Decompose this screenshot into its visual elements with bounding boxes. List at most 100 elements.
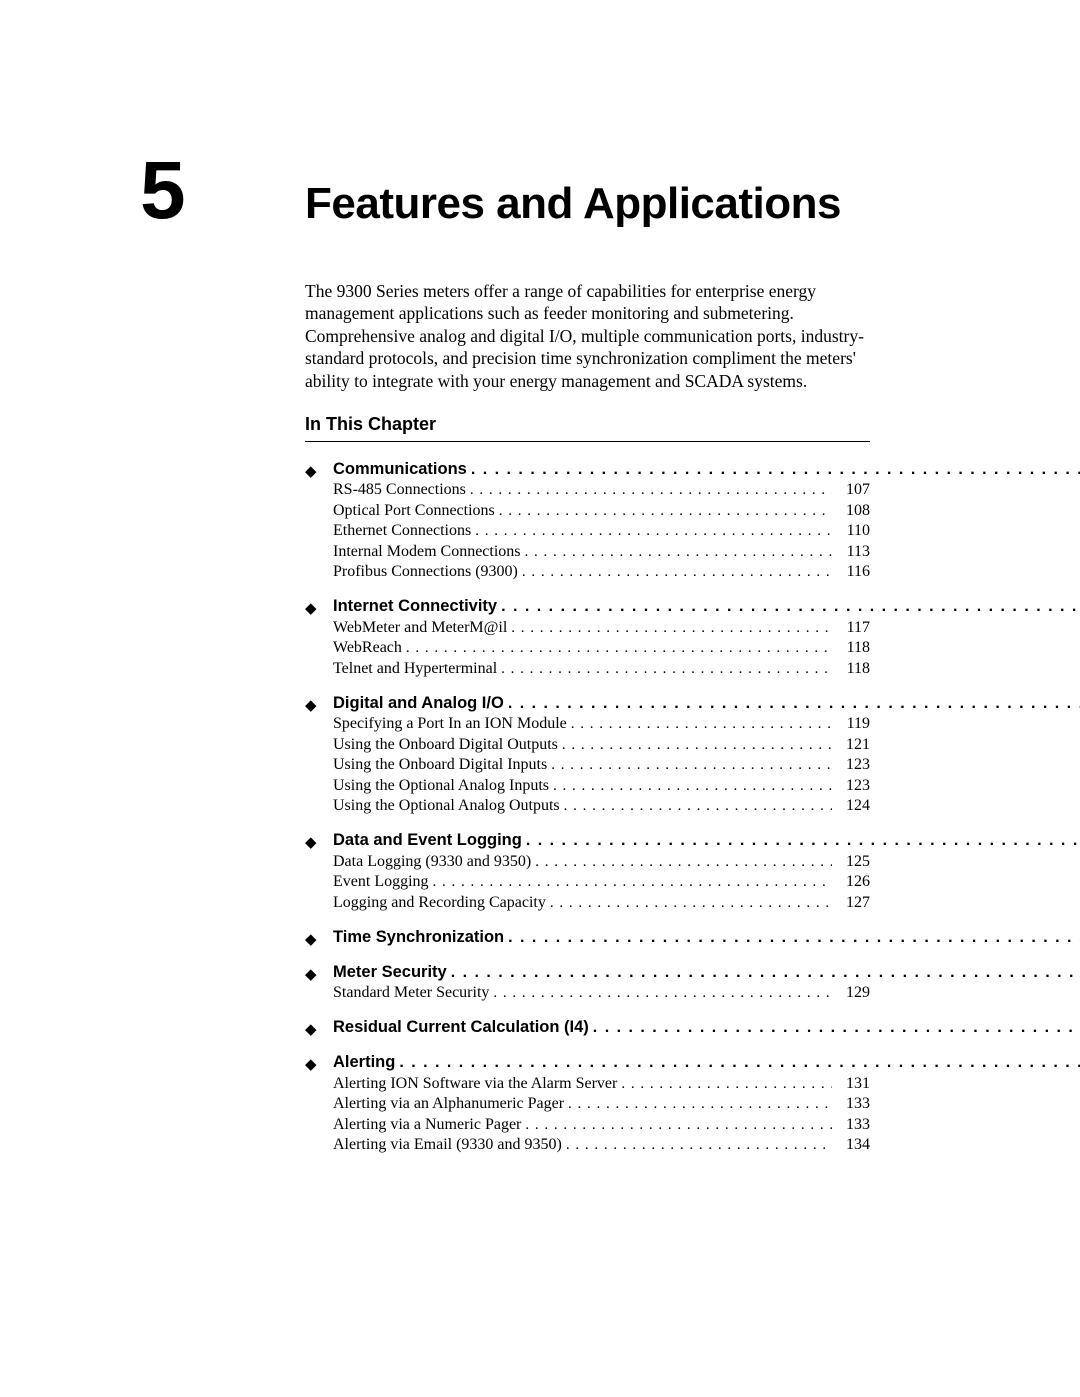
- toc-subitem-row[interactable]: Alerting via an Alphanumeric Pager 133: [333, 1095, 870, 1113]
- toc-subitem-row[interactable]: Alerting via a Numeric Pager 133: [333, 1116, 870, 1134]
- chapter-number: 5: [140, 150, 305, 232]
- toc-subitem-row[interactable]: WebMeter and MeterM@il 117: [333, 619, 870, 637]
- leader-dots: [551, 756, 832, 774]
- diamond-bullet-icon: ◆: [305, 836, 333, 851]
- leader-dots: [535, 853, 832, 871]
- toc-section-row[interactable]: Communications 106: [333, 460, 1080, 479]
- toc-subitem-row[interactable]: Ethernet Connections 110: [333, 522, 870, 540]
- toc-section-row[interactable]: Internet Connectivity 117: [333, 597, 1080, 616]
- leader-dots: [562, 736, 832, 754]
- toc-subitem-page: 107: [836, 481, 870, 499]
- toc-subitem-page: 123: [836, 756, 870, 774]
- toc-subitem-row[interactable]: Optical Port Connections 108: [333, 502, 870, 520]
- leader-dots: [526, 831, 1080, 850]
- toc-subitem-page: 110: [836, 522, 870, 540]
- leader-dots: [525, 1116, 832, 1134]
- leader-dots: [568, 1095, 832, 1113]
- toc-subitem-title: Data Logging (9330 and 9350): [333, 853, 531, 871]
- diamond-bullet-icon: ◆: [305, 1058, 333, 1073]
- toc-subitem-title: Telnet and Hyperterminal: [333, 660, 497, 678]
- toc-subitem-title: WebReach: [333, 639, 402, 657]
- toc-section-head: ◆Residual Current Calculation (I4) 130: [305, 1018, 870, 1037]
- toc-subitem-page: 117: [836, 619, 870, 637]
- toc-subitem-row[interactable]: Telnet and Hyperterminal 118: [333, 660, 870, 678]
- leader-dots: [475, 522, 832, 540]
- toc-subitem-page: 127: [836, 894, 870, 912]
- toc-subitem-row[interactable]: Alerting ION Software via the Alarm Serv…: [333, 1075, 870, 1093]
- toc-section-title: Digital and Analog I/O: [333, 694, 504, 713]
- leader-dots: [493, 984, 832, 1002]
- toc-subitem-page: 116: [836, 563, 870, 581]
- toc-subitem-page: 123: [836, 777, 870, 795]
- toc-subitem-row[interactable]: Specifying a Port In an ION Module 119: [333, 715, 870, 733]
- toc-subitem-row[interactable]: WebReach 118: [333, 639, 870, 657]
- toc-section-row[interactable]: Alerting 131: [333, 1053, 1080, 1072]
- toc-subitem-row[interactable]: Using the Optional Analog Inputs 123: [333, 777, 870, 795]
- toc-subitem-title: Logging and Recording Capacity: [333, 894, 546, 912]
- toc-subitem-page: 131: [836, 1075, 870, 1093]
- toc-subitem-title: Using the Onboard Digital Inputs: [333, 756, 547, 774]
- toc-subitem-page: 134: [836, 1136, 870, 1154]
- toc-subitem-title: Alerting ION Software via the Alarm Serv…: [333, 1075, 617, 1093]
- leader-dots: [566, 1136, 832, 1154]
- toc-section-head: ◆Communications 106: [305, 460, 870, 479]
- toc-subitem-title: Alerting via a Numeric Pager: [333, 1116, 521, 1134]
- leader-dots: [508, 694, 1080, 713]
- toc-subitem-page: 129: [836, 984, 870, 1002]
- toc-section-title: Communications: [333, 460, 467, 479]
- leader-dots: [571, 715, 832, 733]
- toc-subitem-row[interactable]: RS-485 Connections 107: [333, 481, 870, 499]
- leader-dots: [508, 928, 1080, 947]
- toc-subitem-row[interactable]: Using the Optional Analog Outputs 124: [333, 797, 870, 815]
- toc-section: ◆Residual Current Calculation (I4) 130: [305, 1018, 870, 1037]
- toc-subitem-row[interactable]: Standard Meter Security 129: [333, 984, 870, 1002]
- toc-subitem-row[interactable]: Event Logging 126: [333, 873, 870, 891]
- toc-section-row[interactable]: Digital and Analog I/O 119: [333, 694, 1080, 713]
- toc-subitem-title: Alerting via Email (9330 and 9350): [333, 1136, 562, 1154]
- toc-subitem-page: 121: [836, 736, 870, 754]
- toc-subitem-page: 125: [836, 853, 870, 871]
- toc-section-row[interactable]: Time Synchronization 128: [333, 928, 1080, 947]
- toc-subitem-title: RS-485 Connections: [333, 481, 466, 499]
- toc-subitem-row[interactable]: Using the Onboard Digital Inputs 123: [333, 756, 870, 774]
- toc-subitem-row[interactable]: Logging and Recording Capacity 127: [333, 894, 870, 912]
- diamond-bullet-icon: ◆: [305, 699, 333, 714]
- leader-dots: [499, 502, 832, 520]
- toc-section-row[interactable]: Residual Current Calculation (I4) 130: [333, 1018, 1080, 1037]
- toc-subitem-title: Using the Onboard Digital Outputs: [333, 736, 558, 754]
- toc-subitem-title: Alerting via an Alphanumeric Pager: [333, 1095, 564, 1113]
- toc-section-row[interactable]: Data and Event Logging 125: [333, 831, 1080, 850]
- toc-subitem-page: 133: [836, 1116, 870, 1134]
- toc-subitem-page: 108: [836, 502, 870, 520]
- toc-section-row[interactable]: Meter Security 129: [333, 963, 1080, 982]
- toc-subitem-title: Ethernet Connections: [333, 522, 471, 540]
- toc-subitem-title: Optical Port Connections: [333, 502, 495, 520]
- toc-section: ◆Internet Connectivity 117WebMeter and M…: [305, 597, 870, 678]
- toc-section: ◆Communications 106 RS-485 Connections 10…: [305, 460, 870, 582]
- toc-section: ◆Alerting 131Alerting ION Software via t…: [305, 1053, 870, 1154]
- in-this-chapter-heading: In This Chapter: [305, 414, 870, 435]
- toc-subitem-title: Using the Optional Analog Inputs: [333, 777, 549, 795]
- toc-subitem-page: 126: [836, 873, 870, 891]
- toc-section: ◆Digital and Analog I/O 119 Specifying a …: [305, 694, 870, 816]
- toc-section-head: ◆Meter Security 129: [305, 963, 870, 982]
- toc-subitem-row[interactable]: Using the Onboard Digital Outputs 121: [333, 736, 870, 754]
- table-of-contents: ◆Communications 106 RS-485 Connections 10…: [305, 460, 870, 1155]
- leader-dots: [471, 460, 1080, 479]
- toc-subitem-row[interactable]: Profibus Connections (9300) 116: [333, 563, 870, 581]
- leader-dots: [451, 963, 1080, 982]
- leader-dots: [553, 777, 832, 795]
- leader-dots: [525, 543, 832, 561]
- toc-subitem-row[interactable]: Data Logging (9330 and 9350) 125: [333, 853, 870, 871]
- toc-subitem-page: 118: [836, 639, 870, 657]
- leader-dots: [550, 894, 832, 912]
- diamond-bullet-icon: ◆: [305, 1023, 333, 1038]
- leader-dots: [433, 873, 832, 891]
- leader-dots: [522, 563, 832, 581]
- toc-subitem-row[interactable]: Alerting via Email (9330 and 9350) 134: [333, 1136, 870, 1154]
- toc-section: ◆Data and Event Logging 125Data Logging …: [305, 831, 870, 912]
- toc-section-head: ◆Digital and Analog I/O 119: [305, 694, 870, 713]
- leader-dots: [501, 660, 832, 678]
- toc-subitem-row[interactable]: Internal Modem Connections 113: [333, 543, 870, 561]
- toc-subitem-title: Event Logging: [333, 873, 429, 891]
